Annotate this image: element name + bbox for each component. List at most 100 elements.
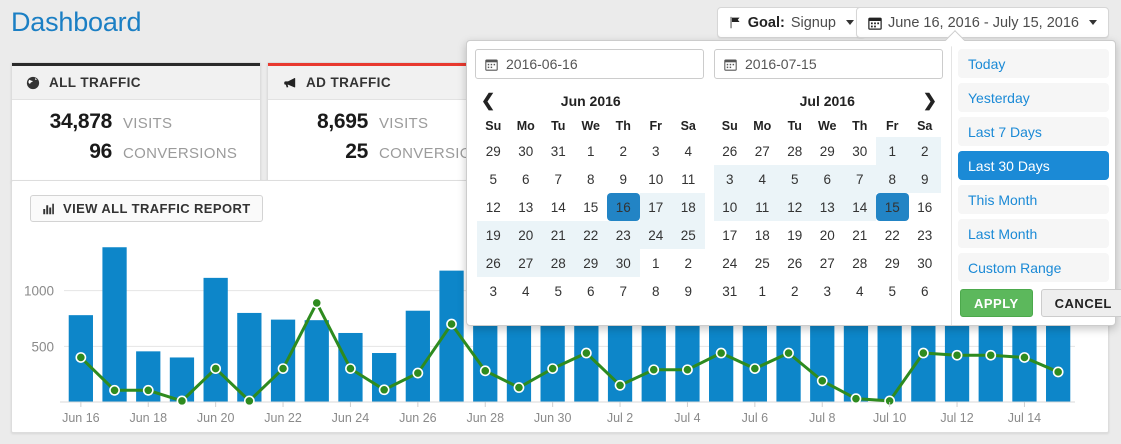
calendar-day[interactable]: 18 — [754, 227, 770, 243]
calendar-day[interactable]: 17 — [639, 193, 672, 221]
chart-bar[interactable] — [304, 320, 329, 402]
chart-line-point[interactable] — [1019, 352, 1030, 363]
end-date-input[interactable]: 2016-07-15 — [714, 49, 943, 79]
calendar-day[interactable]: 3 — [823, 283, 831, 299]
calendar-day[interactable]: 28 — [542, 249, 575, 277]
chart-bar[interactable] — [203, 277, 228, 402]
calendar-day[interactable]: 3 — [489, 283, 497, 299]
calendar-day[interactable]: 8 — [876, 165, 909, 193]
chart-bar[interactable] — [641, 312, 666, 402]
calendar-day[interactable]: 19 — [787, 227, 803, 243]
calendar-day[interactable]: 27 — [754, 143, 770, 159]
chart-bar[interactable] — [237, 312, 262, 402]
chart-line-point[interactable] — [614, 379, 626, 391]
chart-line-point[interactable] — [513, 382, 525, 393]
calendar-day[interactable]: 25 — [754, 255, 770, 271]
calendar-day[interactable]: 13 — [518, 199, 534, 215]
calendar-day[interactable]: 14 — [843, 193, 876, 221]
calendar-day[interactable]: 1 — [586, 143, 595, 159]
calendar-day[interactable]: 12 — [485, 199, 501, 215]
chart-line-point[interactable] — [109, 384, 120, 396]
chart-line-point[interactable] — [446, 318, 457, 330]
calendar-day[interactable]: 28 — [852, 255, 868, 271]
calendar-day[interactable]: 4 — [684, 143, 692, 159]
calendar-day[interactable]: 15 — [583, 199, 599, 215]
calendar-day[interactable]: 1 — [876, 137, 909, 165]
calendar-day[interactable]: 8 — [586, 171, 595, 187]
calendar-day[interactable]: 7 — [619, 283, 627, 299]
calendar-day[interactable]: 12 — [778, 193, 811, 221]
chart-line-point[interactable] — [1052, 366, 1064, 378]
chart-line-point[interactable] — [951, 349, 963, 361]
chevron-right-icon[interactable]: ❯ — [922, 91, 937, 110]
chart-line-point[interactable] — [850, 393, 862, 405]
cancel-button[interactable]: CANCEL — [1040, 289, 1121, 317]
range-option-yesterday[interactable]: Yesterday — [958, 83, 1109, 112]
calendar-day[interactable]: 21 — [852, 227, 868, 243]
calendar-day[interactable]: 29 — [574, 249, 607, 277]
calendar-day[interactable]: 27 — [509, 249, 542, 277]
calendar-day[interactable]: 2 — [619, 143, 627, 159]
chart-line-point[interactable] — [547, 363, 559, 374]
calendar-day[interactable]: 10 — [713, 193, 746, 221]
calendar-day[interactable]: 21 — [542, 221, 575, 249]
calendar-day[interactable]: 3 — [651, 143, 660, 159]
calendar-day[interactable]: 24 — [639, 221, 672, 249]
calendar-day[interactable]: 1 — [758, 283, 766, 299]
calendar-day[interactable]: 4 — [521, 283, 530, 299]
calendar-day[interactable]: 22 — [884, 227, 900, 243]
calendar-day[interactable]: 5 — [888, 283, 896, 299]
calendar-day[interactable]: 11 — [681, 171, 696, 187]
calendar-day[interactable]: 9 — [908, 165, 941, 193]
calendar-day[interactable]: 20 — [819, 227, 835, 243]
chart-line-point[interactable] — [412, 367, 424, 379]
calendar-day[interactable]: 9 — [619, 171, 627, 187]
chart-line-point[interactable] — [243, 395, 255, 407]
calendar-day[interactable]: 30 — [518, 143, 534, 159]
calendar-day[interactable]: 30 — [607, 249, 640, 277]
chart-line-point[interactable] — [277, 363, 289, 374]
chevron-left-icon[interactable]: ❮ — [481, 91, 496, 110]
range-option-last-month[interactable]: Last Month — [958, 219, 1109, 248]
chart-line-point[interactable] — [749, 363, 761, 374]
calendar-right-grid[interactable]: Su Mo Tu We Th Fr Sa 26 27 28 29 30 1 2 3 4 5 6 7 8 9 10 11 12… — [713, 115, 941, 305]
calendar-day[interactable]: 18 — [672, 193, 705, 221]
calendar-day[interactable]: 29 — [819, 143, 835, 159]
calendar-day[interactable]: 28 — [787, 143, 803, 159]
apply-button[interactable]: APPLY — [960, 289, 1033, 317]
chart-line-point[interactable] — [715, 347, 727, 359]
chart-bar[interactable] — [102, 247, 127, 402]
calendar-day[interactable]: 5 — [778, 165, 811, 193]
chart-line-point[interactable] — [580, 347, 592, 359]
calendar-day[interactable]: 9 — [684, 283, 692, 299]
chart-bar[interactable] — [169, 357, 195, 402]
calendar-day[interactable]: 31 — [722, 283, 738, 299]
start-date-input[interactable]: 2016-06-16 — [475, 49, 704, 79]
chart-line-point[interactable] — [479, 365, 491, 377]
chart-bar[interactable] — [1046, 312, 1071, 402]
chart-line-point[interactable] — [917, 347, 929, 359]
calendar-day[interactable]: 25 — [672, 221, 705, 249]
calendar-day[interactable]: 6 — [586, 283, 595, 299]
chart-line-point[interactable] — [75, 352, 87, 363]
chart-bar[interactable] — [405, 310, 430, 402]
daterange-picker-panel[interactable]: 2016-06-16 2016-07-15 ❮ Jun 2016 Su Mo Tu W… — [466, 30, 1121, 326]
calendar-day[interactable]: 20 — [509, 221, 542, 249]
calendar-day[interactable]: 6 — [811, 165, 844, 193]
calendar-day[interactable]: 19 — [477, 221, 510, 249]
calendar-day[interactable]: 17 — [722, 227, 738, 243]
calendar-day[interactable]: 15 — [876, 193, 909, 221]
calendar-day[interactable]: 16 — [917, 199, 933, 215]
calendar-day[interactable]: 31 — [550, 143, 566, 159]
calendar-day[interactable]: 27 — [819, 255, 835, 271]
calendar-day[interactable]: 13 — [811, 193, 844, 221]
calendar-day[interactable]: 26 — [477, 249, 510, 277]
calendar-day[interactable]: 24 — [722, 255, 738, 271]
calendar-day[interactable]: 10 — [648, 171, 664, 187]
range-option-custom-range[interactable]: Custom Range — [958, 253, 1109, 282]
range-option-this-month[interactable]: This Month — [958, 185, 1109, 214]
calendar-day[interactable]: 5 — [489, 171, 497, 187]
calendar-day[interactable]: 8 — [651, 283, 660, 299]
calendar-day[interactable]: 6 — [521, 171, 530, 187]
calendar-day[interactable]: 11 — [746, 193, 779, 221]
